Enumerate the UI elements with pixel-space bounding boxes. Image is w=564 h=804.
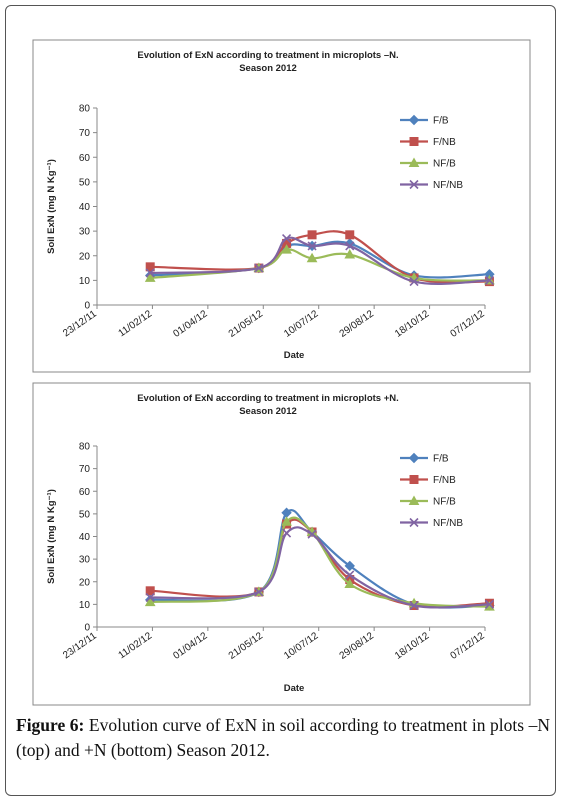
caption-text: Evolution curve of ExN in soil according…	[16, 715, 551, 760]
legend-label: F/NB	[433, 475, 456, 486]
marker	[144, 272, 156, 282]
x-axis-label: Date	[284, 683, 305, 694]
y-tick-label: 70	[79, 464, 91, 475]
y-tick-label: 30	[79, 227, 91, 238]
y-tick-label: 40	[79, 532, 91, 543]
y-tick-label: 20	[79, 251, 91, 262]
marker	[307, 529, 317, 539]
marker	[484, 599, 494, 609]
y-tick-label: 50	[79, 509, 91, 520]
y-tick-label: 70	[79, 128, 91, 139]
y-tick-label: 60	[79, 487, 91, 498]
charts: Evolution of ExN according to treatment …	[32, 39, 531, 706]
legend-marker	[409, 517, 419, 528]
caption: Figure 6: Evolution curve of ExN in soil…	[16, 713, 550, 763]
marker	[344, 248, 356, 259]
legend-label: F/B	[433, 116, 449, 127]
marker	[254, 263, 264, 273]
series	[145, 233, 494, 287]
marker	[281, 516, 292, 526]
marker	[282, 233, 292, 244]
marker	[282, 528, 292, 538]
marker	[344, 560, 355, 572]
marker	[409, 277, 419, 287]
marker	[145, 593, 155, 603]
legend-marker	[409, 475, 419, 484]
x-axis-label: Date	[284, 350, 305, 361]
chart-title: Evolution of ExN according to treatment …	[137, 50, 398, 61]
legend-marker	[409, 179, 419, 190]
marker	[144, 596, 156, 607]
chart-subtitle: Season 2012	[239, 406, 297, 417]
legend-marker	[408, 157, 420, 167]
marker	[281, 244, 292, 254]
marker	[306, 252, 318, 263]
series	[145, 526, 494, 611]
y-tick-label: 40	[79, 202, 91, 213]
y-tick-label: 50	[79, 177, 91, 188]
y-tick-label: 80	[79, 442, 91, 453]
legend-label: NF/NB	[433, 518, 463, 529]
marker	[344, 578, 356, 589]
y-tick-label: 10	[79, 276, 91, 287]
y-axis-label: Soil ExN (mg N Kg⁻¹)	[46, 159, 57, 254]
marker	[307, 230, 317, 240]
marker	[345, 570, 355, 580]
marker	[345, 230, 355, 240]
legend-marker	[409, 137, 419, 146]
y-tick-label: 10	[79, 600, 91, 611]
legend-marker	[408, 452, 420, 464]
y-tick-label: 20	[79, 577, 91, 588]
y-tick-label: 30	[79, 555, 91, 566]
marker	[145, 262, 155, 272]
chart-subtitle: Season 2012	[239, 63, 297, 74]
chart-box	[32, 39, 531, 373]
marker	[145, 268, 155, 278]
legend-marker	[408, 114, 420, 126]
y-axis-label: Soil ExN (mg N Kg⁻¹)	[46, 489, 57, 584]
legend-marker	[408, 495, 420, 505]
chart-title: Evolution of ExN according to treatment …	[137, 393, 399, 404]
marker	[254, 587, 264, 597]
caption-label: Figure 6:	[16, 715, 85, 735]
legend-label: NF/B	[433, 159, 456, 170]
y-tick-label: 0	[84, 301, 90, 312]
legend-label: NF/B	[433, 497, 456, 508]
marker	[145, 586, 155, 596]
legend-label: F/B	[433, 454, 449, 465]
y-tick-label: 0	[84, 623, 90, 634]
marker	[409, 600, 419, 611]
legend-label: F/NB	[433, 137, 456, 148]
marker	[484, 275, 494, 285]
y-tick-label: 60	[79, 153, 91, 164]
figure-frame	[5, 5, 556, 796]
marker	[345, 241, 355, 251]
legend-label: NF/NB	[433, 180, 463, 191]
marker	[307, 241, 317, 251]
y-tick-label: 80	[79, 104, 91, 115]
